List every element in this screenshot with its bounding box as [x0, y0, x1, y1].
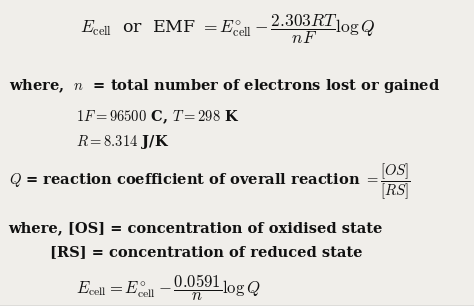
Text: $1F = 96500$ C, $T = 298$ K: $1F = 96500$ C, $T = 298$ K: [76, 108, 239, 126]
Text: where, [OS] = concentration of oxidised state: where, [OS] = concentration of oxidised …: [9, 221, 383, 235]
Text: $R = 8.314$ J/K: $R = 8.314$ J/K: [76, 133, 169, 151]
Text: $Q$ = reaction coefficient of overall reaction $= \dfrac{[OS]}{[RS]}$: $Q$ = reaction coefficient of overall re…: [9, 162, 410, 202]
Text: $E_{\mathrm{cell}}$  or  EMF $=E^{\circ}_{\mathrm{cell}} - \dfrac{2.303RT}{nF}\l: $E_{\mathrm{cell}}$ or EMF $=E^{\circ}_{…: [80, 12, 375, 46]
Text: [RS] = concentration of reduced state: [RS] = concentration of reduced state: [50, 245, 362, 259]
Text: where,  $n$  = total number of electrons lost or gained: where, $n$ = total number of electrons l…: [9, 77, 440, 95]
Text: $E_{\mathrm{cell}} =E^{\circ}_{\mathrm{cell}} - \dfrac{0.0591}{n}\log Q$: $E_{\mathrm{cell}} =E^{\circ}_{\mathrm{c…: [76, 273, 260, 303]
